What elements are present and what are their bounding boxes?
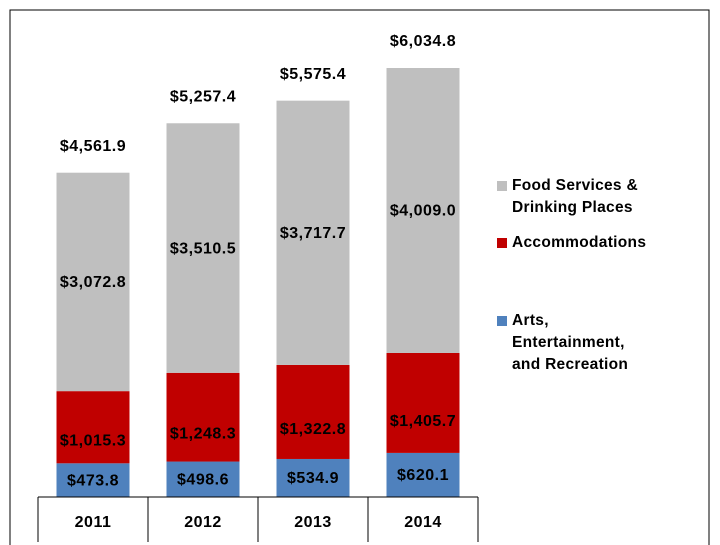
legend-swatch [497,238,507,248]
data-label: $473.8 [67,472,119,489]
bar-segment [276,100,350,365]
bar-segment [166,461,240,497]
bar-segment [56,391,130,464]
legend-label: Food Services & Drinking Places [512,177,638,216]
bar-segment [166,372,240,462]
legend-swatch [497,316,507,326]
data-label: $3,072.8 [60,274,126,291]
bar-segment [276,458,350,497]
bar-segment [166,123,240,373]
bar-segment [56,463,130,497]
bar-segment [276,364,350,459]
total-label: $5,257.4 [170,88,236,105]
total-label: $5,575.4 [280,66,346,83]
legend-label: Arts, Entertainment, and Recreation [512,312,629,373]
x-tick-label: 2013 [294,514,332,531]
legend-item: Accommodations [497,232,657,254]
data-label: $620.1 [397,467,449,484]
legend-item: Arts, Entertainment, and Recreation [497,310,657,376]
data-label: $1,248.3 [170,425,236,442]
legend-item: Food Services & Drinking Places [497,175,657,219]
total-label: $6,034.8 [390,33,456,50]
data-label: $534.9 [287,470,339,487]
bar-segment [386,352,460,453]
x-tick-label: 2011 [75,514,112,531]
data-label: $4,009.0 [390,203,456,220]
data-label: $498.6 [177,471,229,488]
bar-segment [386,68,460,353]
data-label: $1,322.8 [280,421,346,438]
legend-swatch [497,181,507,191]
data-label: $3,510.5 [170,240,236,257]
x-tick-label: 2012 [184,514,222,531]
frame [9,9,710,545]
x-tick-label: 2014 [404,514,442,531]
data-label: $3,717.7 [280,225,346,242]
legend-label: Accommodations [512,234,647,251]
data-label: $1,405.7 [390,413,456,430]
bar-segment [56,172,130,392]
data-label: $1,015.3 [60,432,126,449]
bar-segment [386,452,460,497]
total-label: $4,561.9 [60,138,126,155]
